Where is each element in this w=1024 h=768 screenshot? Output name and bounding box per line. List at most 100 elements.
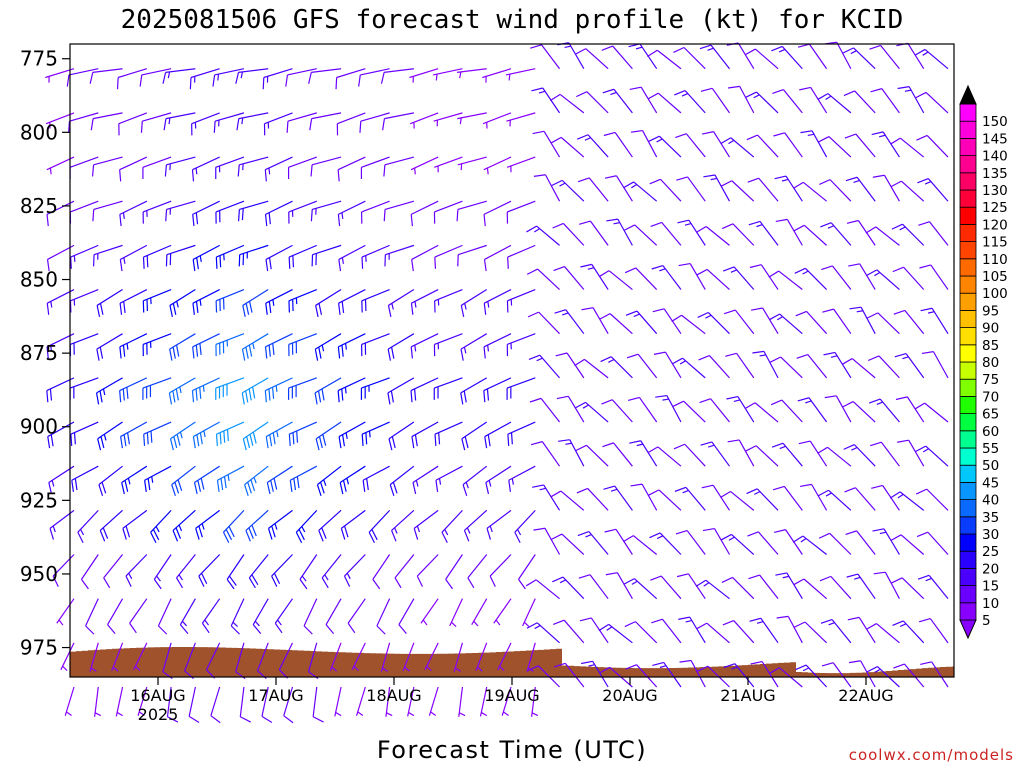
wind-barb bbox=[623, 578, 658, 600]
barb-feather bbox=[870, 88, 882, 93]
barb-shaft bbox=[347, 598, 366, 624]
barb-half-feather bbox=[459, 117, 462, 125]
barb-half-feather bbox=[201, 523, 205, 530]
barb-shaft bbox=[456, 68, 487, 73]
barb-feather bbox=[486, 528, 492, 540]
colorbar-label: 40 bbox=[982, 493, 999, 509]
barb-feather bbox=[173, 436, 178, 449]
wind-barb bbox=[576, 487, 609, 511]
barb-half-feather bbox=[781, 178, 789, 182]
barb-shaft bbox=[591, 264, 609, 290]
colorbar-segment bbox=[959, 481, 977, 500]
barb-feather bbox=[116, 77, 119, 90]
wind-barb bbox=[575, 444, 609, 467]
wind-barb bbox=[347, 598, 366, 634]
barb-feather bbox=[236, 118, 240, 131]
barb-shaft bbox=[859, 263, 876, 290]
barb-shaft bbox=[507, 421, 536, 435]
barb-feather bbox=[848, 263, 860, 267]
wind-barb bbox=[116, 68, 148, 90]
barb-half-feather bbox=[825, 492, 832, 497]
barb-feather bbox=[867, 355, 880, 362]
barb-feather bbox=[273, 572, 281, 584]
barb-feather bbox=[389, 484, 395, 496]
wind-barb bbox=[264, 377, 293, 403]
wind-barb bbox=[771, 45, 803, 70]
barb-shaft bbox=[803, 578, 828, 600]
barb-feather bbox=[674, 90, 686, 96]
wind-barb bbox=[870, 88, 900, 114]
barb-shaft bbox=[338, 289, 366, 304]
barb-half-feather bbox=[682, 489, 689, 494]
barb-half-feather bbox=[633, 313, 640, 318]
barb-feather bbox=[248, 301, 253, 313]
wind-barb bbox=[384, 244, 415, 267]
barb-shaft bbox=[928, 574, 949, 600]
barb-shaft bbox=[902, 223, 925, 246]
barb-feather bbox=[895, 396, 908, 401]
barb-feather bbox=[192, 346, 195, 359]
barb-shaft bbox=[784, 132, 803, 158]
barb-shaft bbox=[361, 156, 390, 168]
barb-shaft bbox=[290, 465, 318, 481]
barb-feather bbox=[725, 352, 737, 357]
barb-feather bbox=[748, 574, 760, 580]
barb-feather bbox=[192, 436, 196, 449]
barb-feather bbox=[315, 305, 319, 318]
barb-feather bbox=[366, 478, 369, 491]
wind-barb bbox=[821, 662, 852, 688]
barb-feather bbox=[199, 343, 202, 356]
colorbar-segment bbox=[959, 206, 977, 225]
barb-feather bbox=[175, 527, 182, 539]
wind-barb bbox=[723, 309, 755, 335]
barb-feather bbox=[387, 349, 391, 361]
barb-half-feather bbox=[606, 626, 613, 631]
barb-feather bbox=[461, 438, 466, 451]
wind-barb bbox=[506, 377, 536, 400]
barb-half-feather bbox=[874, 271, 881, 277]
barb-feather bbox=[223, 476, 227, 489]
barb-feather bbox=[226, 579, 235, 590]
wind-barb bbox=[283, 686, 294, 724]
barb-shaft bbox=[107, 598, 124, 625]
wind-barb bbox=[125, 554, 148, 587]
barb-feather bbox=[751, 307, 763, 311]
colorbar-label: 60 bbox=[982, 424, 999, 440]
barb-shaft bbox=[489, 554, 512, 577]
barb-shaft bbox=[361, 200, 390, 213]
wind-barb bbox=[530, 441, 561, 467]
barb-feather bbox=[627, 396, 640, 402]
barb-shaft bbox=[592, 307, 609, 334]
barb-half-feather bbox=[404, 666, 410, 672]
barb-feather bbox=[338, 303, 341, 315]
barb-feather bbox=[240, 716, 251, 723]
wind-barb bbox=[95, 377, 123, 405]
barb-feather bbox=[599, 313, 611, 320]
wind-barb bbox=[749, 617, 779, 644]
barb-shaft bbox=[900, 534, 925, 555]
wind-barb bbox=[410, 377, 439, 403]
barb-feather bbox=[460, 349, 464, 361]
wind-barb bbox=[696, 268, 730, 290]
barb-shaft bbox=[117, 68, 148, 79]
barb-shaft bbox=[802, 181, 827, 202]
wind-barb bbox=[553, 265, 585, 290]
barb-half-feather bbox=[353, 665, 359, 672]
barb-shaft bbox=[483, 377, 512, 392]
barb-shaft bbox=[732, 223, 755, 246]
barb-shaft bbox=[70, 288, 99, 302]
barb-shaft bbox=[398, 598, 415, 625]
wind-barb bbox=[409, 112, 439, 129]
barb-feather bbox=[91, 164, 95, 177]
barb-shaft bbox=[226, 554, 245, 580]
barb-shaft bbox=[633, 578, 658, 600]
barb-shaft bbox=[143, 421, 172, 435]
barb-feather bbox=[679, 659, 692, 663]
wind-barb bbox=[848, 263, 876, 290]
wind-barb bbox=[650, 221, 682, 246]
wind-barb bbox=[410, 200, 439, 227]
wind-barb bbox=[890, 534, 925, 555]
wind-barb bbox=[775, 218, 803, 246]
barb-feather bbox=[271, 575, 278, 587]
barb-shaft bbox=[69, 156, 99, 168]
